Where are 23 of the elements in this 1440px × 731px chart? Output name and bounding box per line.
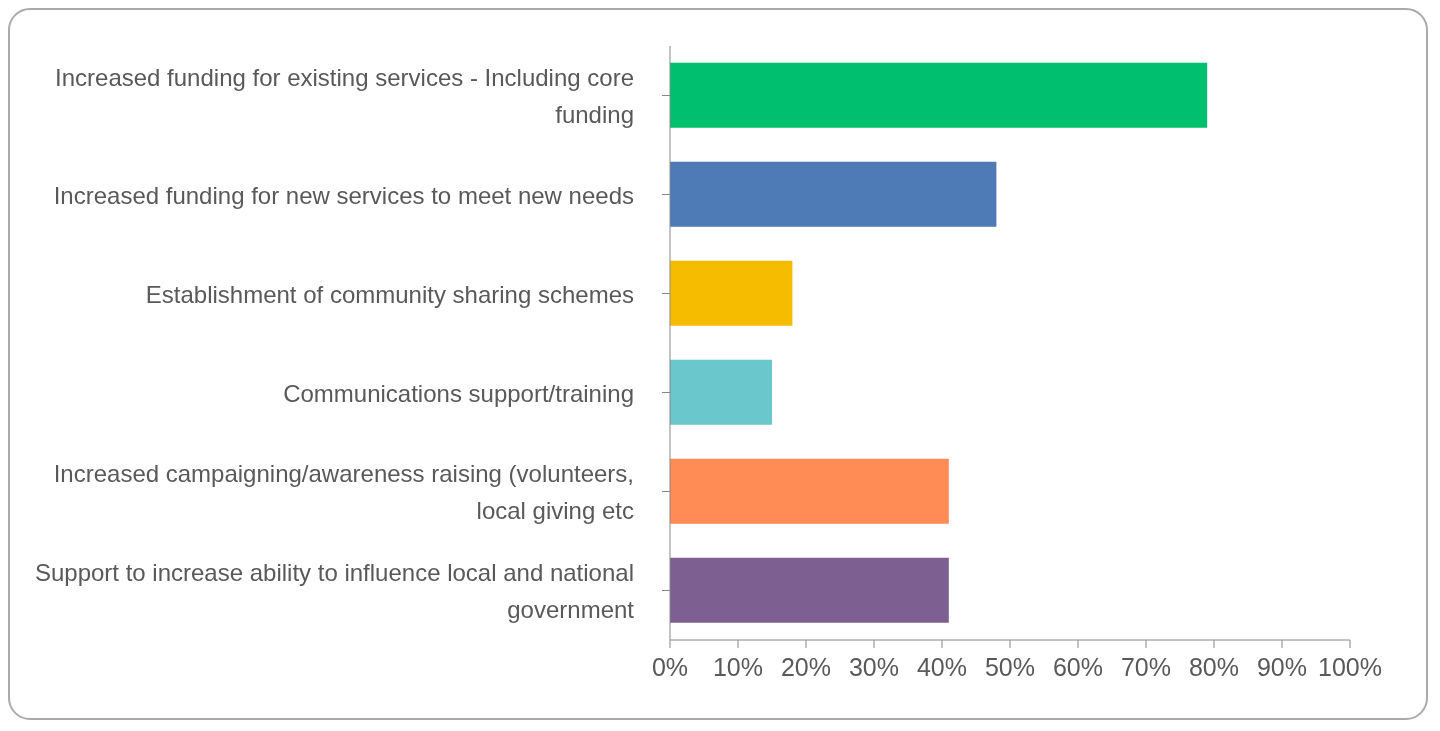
bar <box>670 161 997 227</box>
x-tick-label: 90% <box>1256 652 1308 681</box>
bar <box>670 62 1208 128</box>
bar <box>670 260 793 326</box>
bar <box>670 359 772 425</box>
y-tick-label: Increased funding for new services to meet new needs <box>53 181 634 208</box>
y-tick-label: Increased campaigning/awareness raising (volunteers, local giving etc <box>53 459 634 524</box>
x-tick-label: 80% <box>1188 652 1240 681</box>
x-tick-label: 50% <box>984 652 1036 681</box>
y-tick-label: Increased funding for existing services - Including core funding <box>55 63 634 128</box>
x-tick-label: 10% <box>712 652 764 681</box>
y-tick-label: Support to increase ability to influence local and national government <box>34 558 635 623</box>
bar <box>670 458 949 524</box>
y-tick-label: Communications support/training <box>283 379 634 406</box>
x-tick-label: 100% <box>1318 652 1382 681</box>
x-tick-label: 70% <box>1120 652 1172 681</box>
x-tick-label: 40% <box>916 652 968 681</box>
x-tick-label: 30% <box>848 652 900 681</box>
x-tick-label: 20% <box>780 652 832 681</box>
bar <box>670 557 949 623</box>
x-tick-label: 0% <box>651 652 689 681</box>
y-tick-label: Establishment of community sharing schemes <box>145 280 634 307</box>
x-tick-label: 60% <box>1052 652 1104 681</box>
